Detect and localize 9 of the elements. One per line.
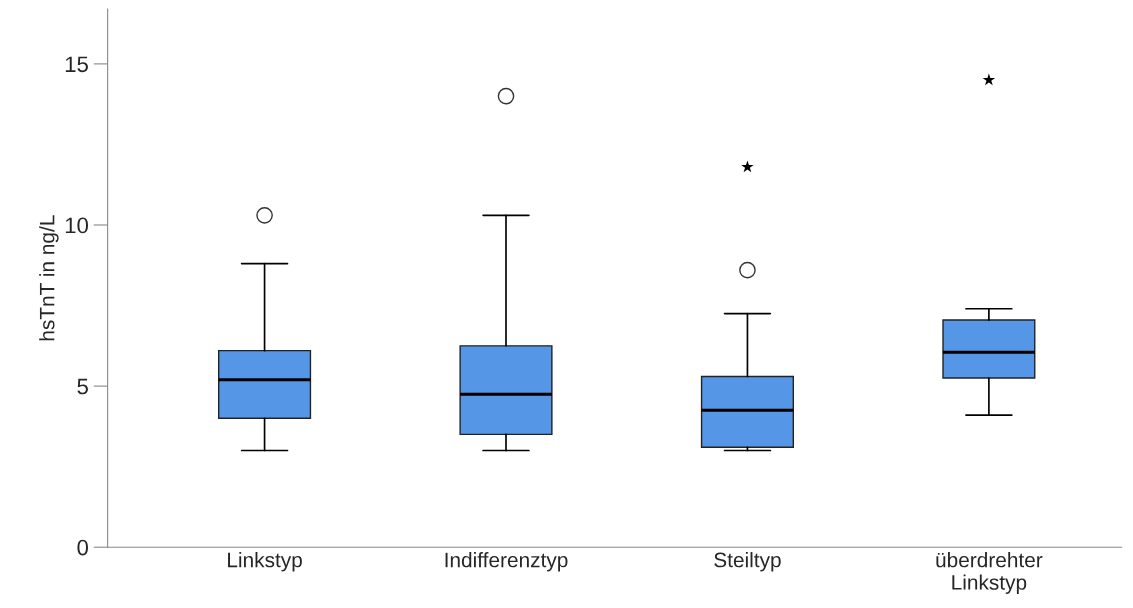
y-tick-label: 0 (77, 539, 89, 556)
x-tick-label: Linkstyp (228, 552, 302, 572)
x-tick-label: Indifferenztyp (445, 552, 568, 572)
x-tick-label: Steiltyp (714, 552, 781, 572)
x-tick-label: überdrehter Linkstyp (936, 552, 1043, 594)
y-tick-label: 15 (65, 56, 88, 73)
y-axis-title: hsTnT in ng/L (39, 215, 59, 341)
y-tick-label: 5 (77, 378, 88, 395)
y-tick-label: 10 (65, 217, 89, 234)
